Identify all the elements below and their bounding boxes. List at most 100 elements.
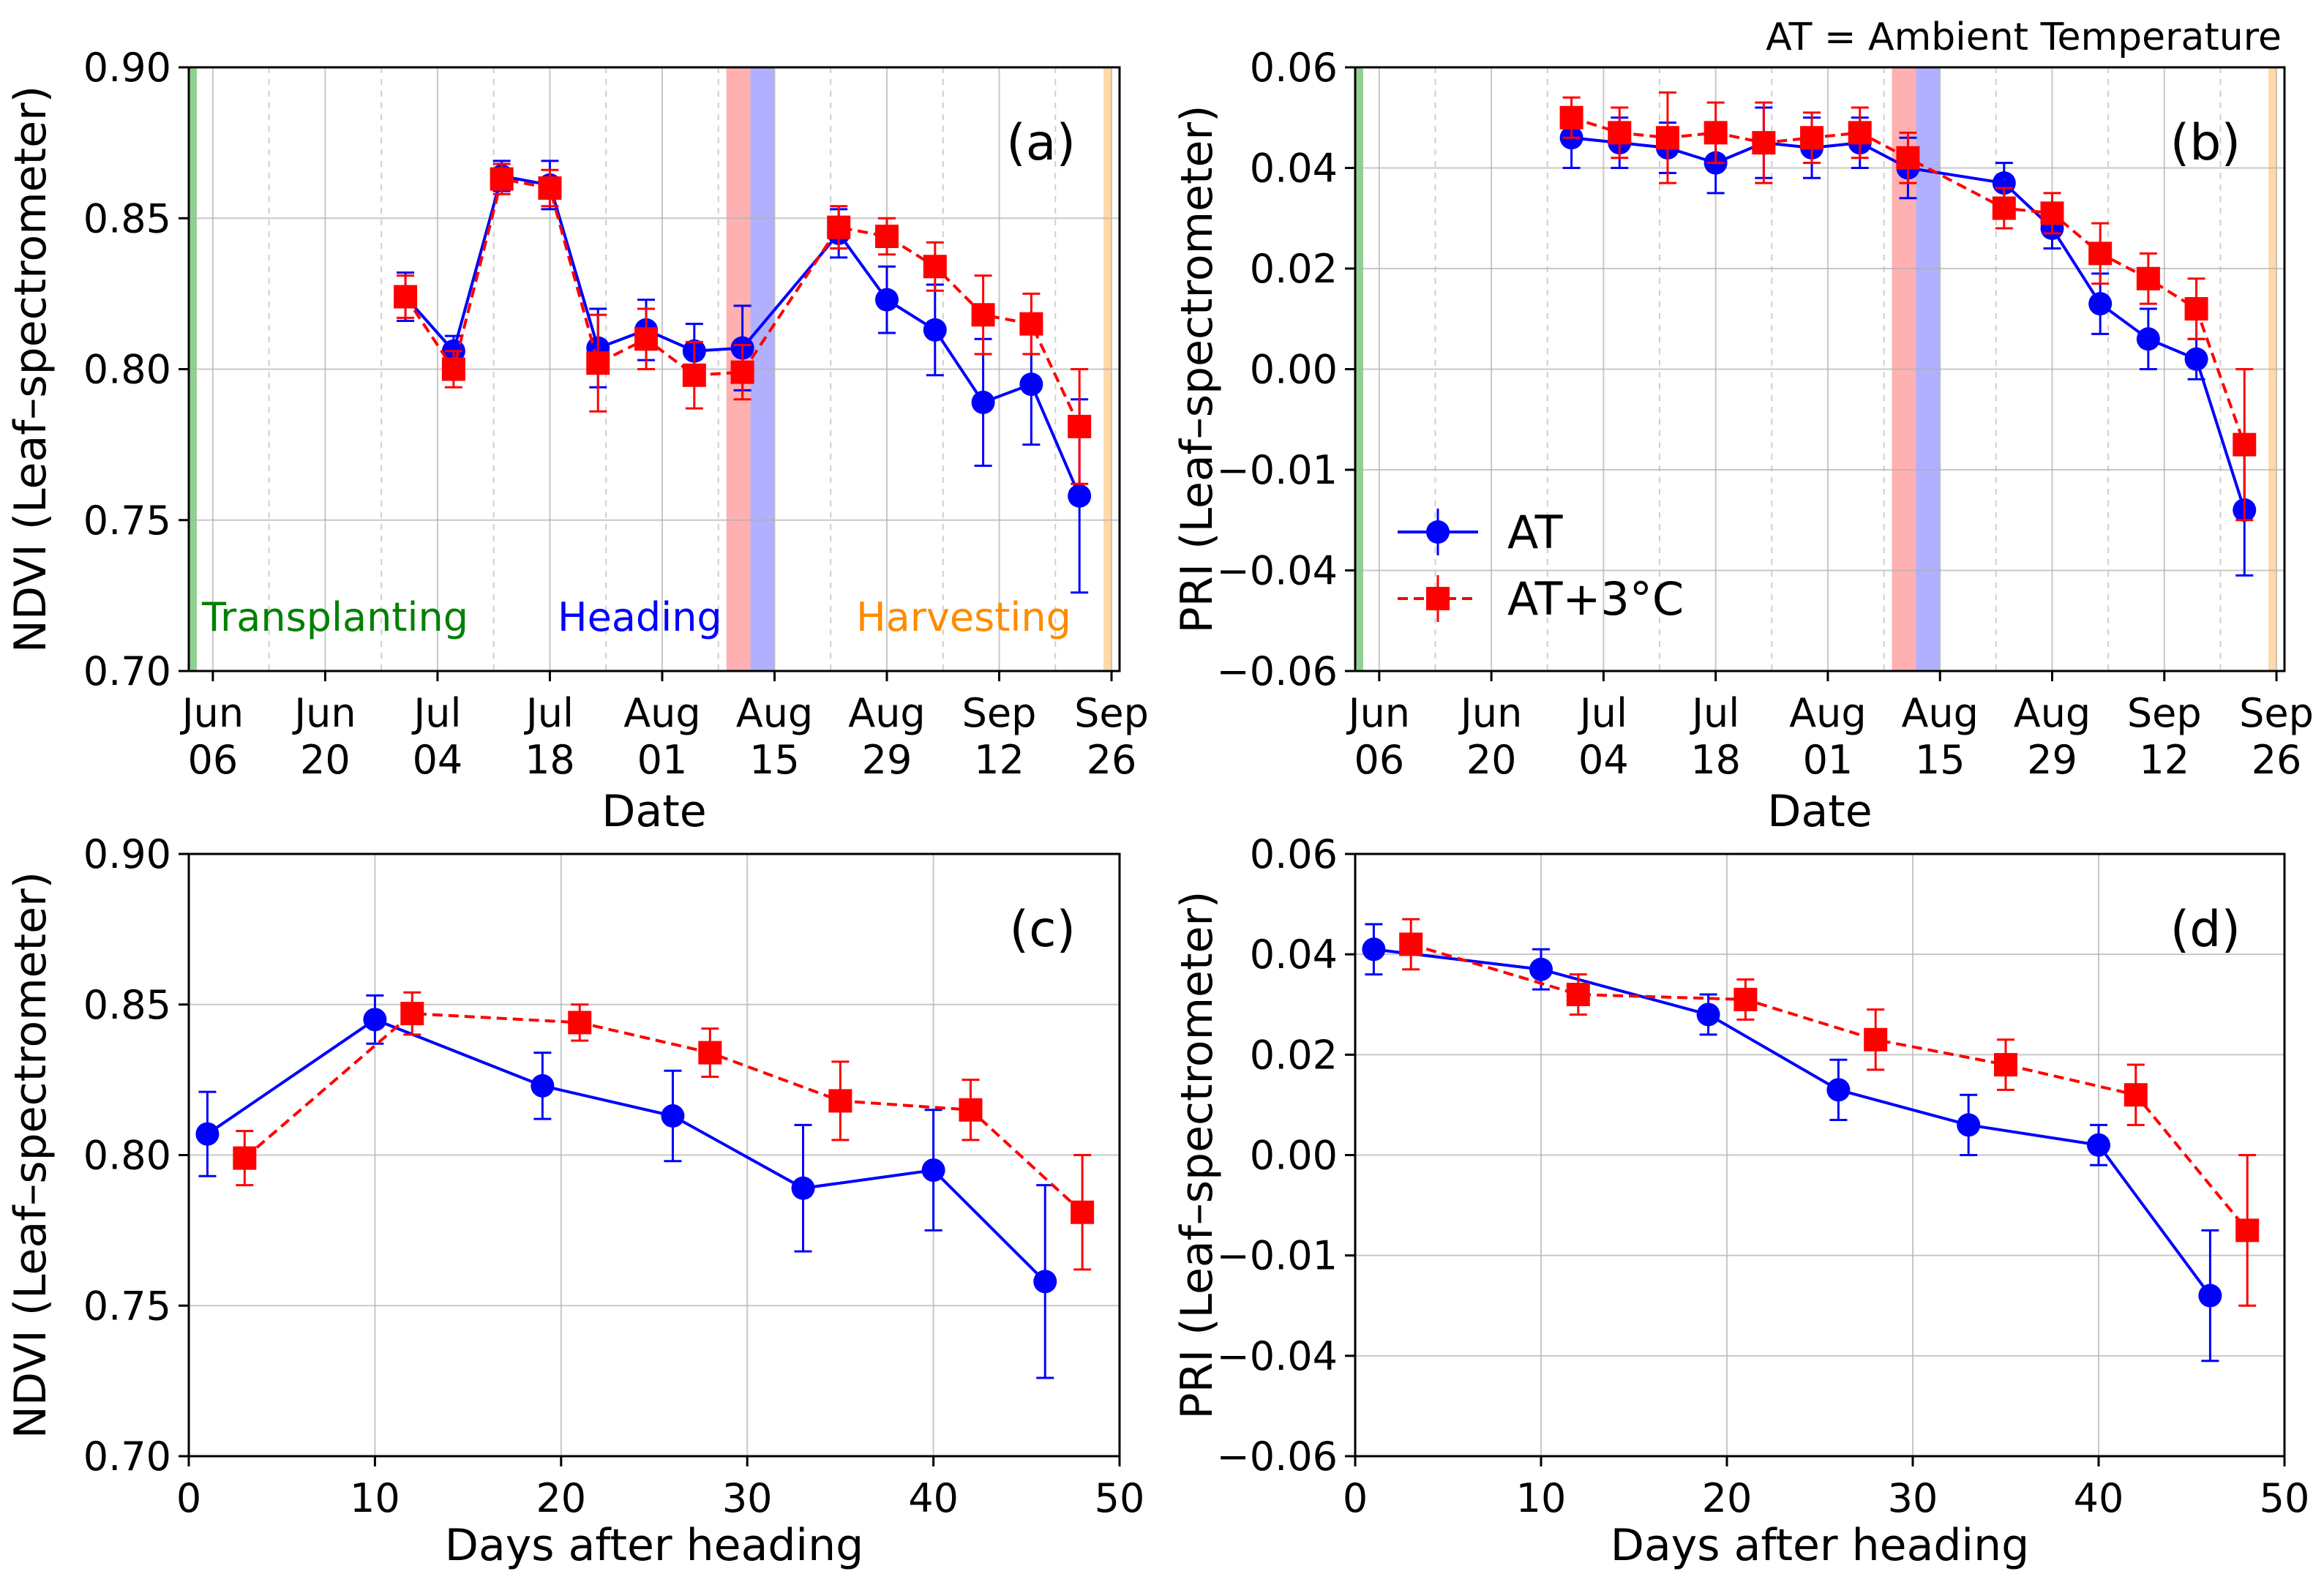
data-point [1399, 932, 1423, 956]
y-tick-label: 0.02 [1250, 1032, 1338, 1078]
data-point [586, 351, 610, 375]
series-line [1373, 948, 2212, 1297]
data-point [1752, 131, 1776, 155]
x-tick-label: Aug [623, 690, 700, 736]
data-point [2136, 327, 2160, 351]
x-tick-label: 04 [413, 737, 463, 783]
chart-panel-b: −0.06−0.04−0.010.000.020.040.06Jun06Jun2… [1172, 45, 2314, 837]
y-axis-label: NDVI (Leaf–spectrometer) [5, 872, 56, 1439]
data-point [1826, 1078, 1851, 1102]
figure-note: AT = Ambient Temperature [1766, 15, 2282, 59]
data-point [490, 167, 514, 191]
x-tick-label: 04 [1578, 737, 1629, 783]
x-tick-label: Jun [1346, 690, 1410, 736]
x-tick-label: 29 [862, 737, 912, 783]
y-tick-label: 0.90 [83, 45, 171, 91]
x-tick-label: 12 [2139, 737, 2189, 783]
x-tick-label: Sep [1074, 690, 1149, 736]
series-warm [1399, 918, 2260, 1307]
data-point [1559, 105, 1583, 130]
x-tick-label: 40 [2074, 1475, 2124, 1521]
data-point [2087, 1133, 2110, 1157]
data-point [400, 1002, 424, 1026]
x-tick-label: 20 [1466, 737, 1517, 783]
data-point [2088, 292, 2113, 316]
transplanting-label: Transplanting [201, 594, 468, 640]
y-tick-label: −0.01 [1217, 447, 1338, 493]
y-tick-label: 0.04 [1250, 932, 1338, 978]
y-tick-label: 0.02 [1250, 246, 1338, 292]
x-tick-label: 0 [176, 1475, 201, 1521]
data-point [394, 285, 418, 309]
x-tick-label: 40 [908, 1475, 959, 1521]
data-point [971, 303, 995, 327]
y-tick-label: −0.01 [1217, 1233, 1338, 1279]
y-tick-label: 0.00 [1250, 1133, 1338, 1179]
data-point [698, 1041, 722, 1065]
y-tick-label: 0.80 [83, 347, 171, 393]
data-point [568, 1011, 592, 1035]
data-point [1068, 484, 1092, 508]
x-tick-label: 0 [1343, 1475, 1368, 1521]
data-point [1529, 957, 1553, 981]
legend-marker-warm [1426, 587, 1450, 610]
panel-label: (d) [2170, 901, 2241, 959]
data-point [921, 1158, 945, 1183]
y-tick-label: 0.85 [83, 982, 171, 1028]
x-tick-label: 01 [637, 737, 688, 783]
series-at [1362, 923, 2222, 1363]
data-point [730, 360, 754, 384]
series-warm [1559, 91, 2257, 522]
legend-label-at: AT [1507, 506, 1564, 559]
y-tick-label: 0.90 [83, 831, 171, 877]
data-point [682, 363, 706, 387]
data-point [233, 1146, 257, 1170]
data-point [1800, 126, 1824, 150]
x-tick-label: 12 [974, 737, 1024, 783]
legend-marker-at [1426, 520, 1450, 544]
x-axis-label: Days after heading [1611, 1520, 2029, 1571]
data-point [875, 225, 899, 248]
legend: AT AT+3°C [1398, 506, 1684, 626]
x-tick-label: 06 [1354, 737, 1404, 783]
y-tick-label: 0.70 [83, 648, 171, 694]
data-point [2184, 297, 2208, 321]
panel-label: (a) [1006, 114, 1076, 172]
x-tick-label: Jul [524, 690, 574, 736]
data-point [1033, 1270, 1057, 1294]
chart-panel-d: −0.06 −0.04 −0.01 0.00 0.02 0.04 0.06 0 10 20 30 40… [1172, 831, 2309, 1571]
y-tick-label: −0.06 [1217, 648, 1338, 694]
series-warm [394, 162, 1092, 485]
x-tick-label: 26 [2252, 737, 2302, 783]
data-point [1696, 1003, 1720, 1027]
x-tick-label: Sep [2239, 690, 2314, 736]
series-line [206, 1018, 1046, 1283]
y-tick-label: 0.70 [83, 1434, 171, 1480]
x-tick-label: Sep [962, 690, 1037, 736]
data-point [1566, 983, 1590, 1007]
x-tick-label: 30 [1888, 1475, 1938, 1521]
x-tick-label: Jun [180, 690, 244, 736]
data-point [1864, 1027, 1888, 1052]
data-point [875, 288, 899, 312]
x-tick-label: 30 [722, 1475, 773, 1521]
y-tick-label: −0.06 [1217, 1434, 1338, 1480]
data-point [1019, 372, 1043, 397]
data-point [2136, 266, 2160, 291]
data-point [1071, 1200, 1095, 1224]
data-point [2235, 1218, 2260, 1243]
data-point [1655, 126, 1679, 150]
data-point [2184, 347, 2208, 371]
harvesting-label: Harvesting [856, 594, 1071, 640]
data-point [1068, 414, 1092, 438]
heading-label: Heading [558, 594, 722, 640]
data-point [1957, 1113, 1981, 1137]
x-tick-label: 18 [1690, 737, 1741, 783]
x-tick-label: Jul [1578, 690, 1627, 736]
data-point [959, 1098, 983, 1122]
data-point [661, 1104, 685, 1128]
x-tick-label: 01 [1803, 737, 1853, 783]
data-point [1608, 121, 1632, 145]
x-tick-label: Aug [848, 690, 925, 736]
